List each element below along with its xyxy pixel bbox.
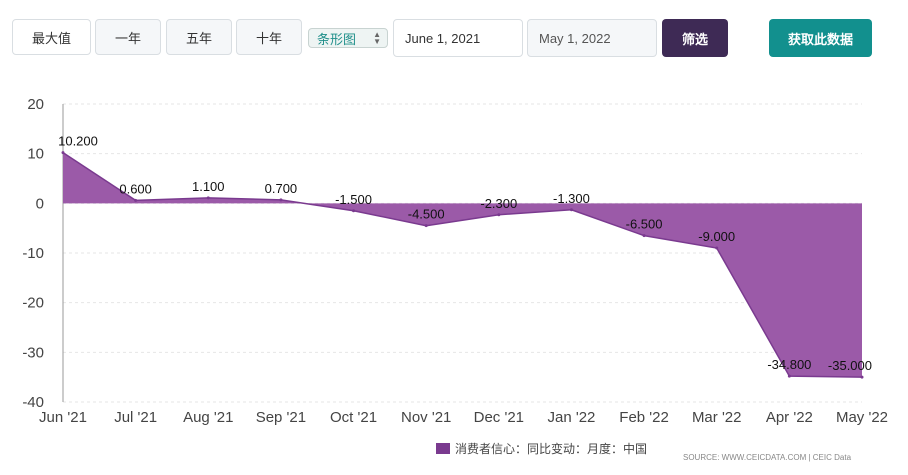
x-tick-label: Jun '21: [39, 409, 87, 426]
get-data-button[interactable]: 获取此数据: [769, 19, 872, 57]
legend-label: 消费者信心：同比变动：月度：中国: [455, 442, 648, 456]
data-label: 1.100: [192, 179, 225, 194]
series-line: [62, 152, 863, 378]
x-tick-label: Dec '21: [474, 409, 524, 426]
chart-legend[interactable]: 消费者信心：同比变动：月度：中国: [436, 440, 647, 457]
data-label: -34.800: [767, 357, 811, 372]
data-point[interactable]: [569, 208, 573, 212]
y-tick-label: -20: [22, 295, 44, 312]
range-1y-button[interactable]: 一年: [95, 19, 161, 55]
data-label: -9.000: [698, 229, 735, 244]
chart-type-select[interactable]: 条形图 ▲ ▼: [308, 28, 388, 48]
y-tick-label: -30: [22, 344, 44, 361]
data-label: -1.500: [335, 192, 372, 207]
data-label: -35.000: [828, 358, 872, 373]
y-tick-label: 20: [27, 96, 44, 113]
y-tick-label: 10: [27, 146, 44, 163]
data-label: -1.300: [553, 191, 590, 206]
data-label: 0.600: [119, 181, 152, 196]
data-label: 0.700: [265, 181, 298, 196]
series-area[interactable]: [63, 152, 862, 378]
data-point[interactable]: [279, 198, 283, 202]
data-label: -2.300: [480, 196, 517, 211]
legend-swatch: [436, 443, 450, 454]
updown-chevron-icon: ▲ ▼: [373, 30, 381, 46]
x-tick-label: Feb '22: [619, 409, 669, 426]
y-tick-label: -10: [22, 245, 44, 262]
data-point[interactable]: [715, 246, 719, 250]
data-point[interactable]: [134, 198, 138, 202]
data-point[interactable]: [352, 209, 356, 213]
data-point[interactable]: [860, 375, 864, 379]
start-date-input[interactable]: June 1, 2021: [393, 19, 523, 57]
data-label: -4.500: [408, 207, 445, 222]
x-tick-label: May '22: [836, 409, 888, 426]
x-tick-label: Sep '21: [256, 409, 306, 426]
x-tick-label: Oct '21: [330, 409, 377, 426]
y-tick-label: 0: [36, 195, 44, 212]
source-credit: SOURCE: WWW.CEICDATA.COM | CEIC Data: [683, 453, 852, 462]
chart-area: 20 10 0 -10 -20 -30 -40 Jun '21 Jul '21 Aug '21 S…: [22, 96, 888, 426]
x-tick-label: Mar '22: [692, 409, 742, 426]
data-label: 10.200: [58, 134, 98, 149]
y-tick-label: -40: [22, 394, 44, 411]
data-point[interactable]: [61, 151, 65, 155]
x-tick-label: Jan '22: [548, 409, 596, 426]
x-tick-label: Jul '21: [114, 409, 157, 426]
range-10y-button[interactable]: 十年: [236, 19, 302, 55]
range-max-button[interactable]: 最大值: [12, 19, 91, 55]
x-tick-label: Apr '22: [766, 409, 813, 426]
data-label: -6.500: [626, 217, 663, 232]
filter-button[interactable]: 筛选: [662, 19, 728, 57]
chart-type-value: 条形图: [317, 31, 357, 47]
data-point[interactable]: [642, 234, 646, 238]
data-point[interactable]: [424, 224, 428, 228]
x-tick-label: Aug '21: [183, 409, 233, 426]
end-date-input[interactable]: May 1, 2022: [527, 19, 657, 57]
data-point[interactable]: [206, 196, 210, 200]
data-point[interactable]: [497, 213, 501, 217]
range-5y-button[interactable]: 五年: [166, 19, 232, 55]
x-tick-label: Nov '21: [401, 409, 451, 426]
data-point[interactable]: [787, 374, 791, 378]
